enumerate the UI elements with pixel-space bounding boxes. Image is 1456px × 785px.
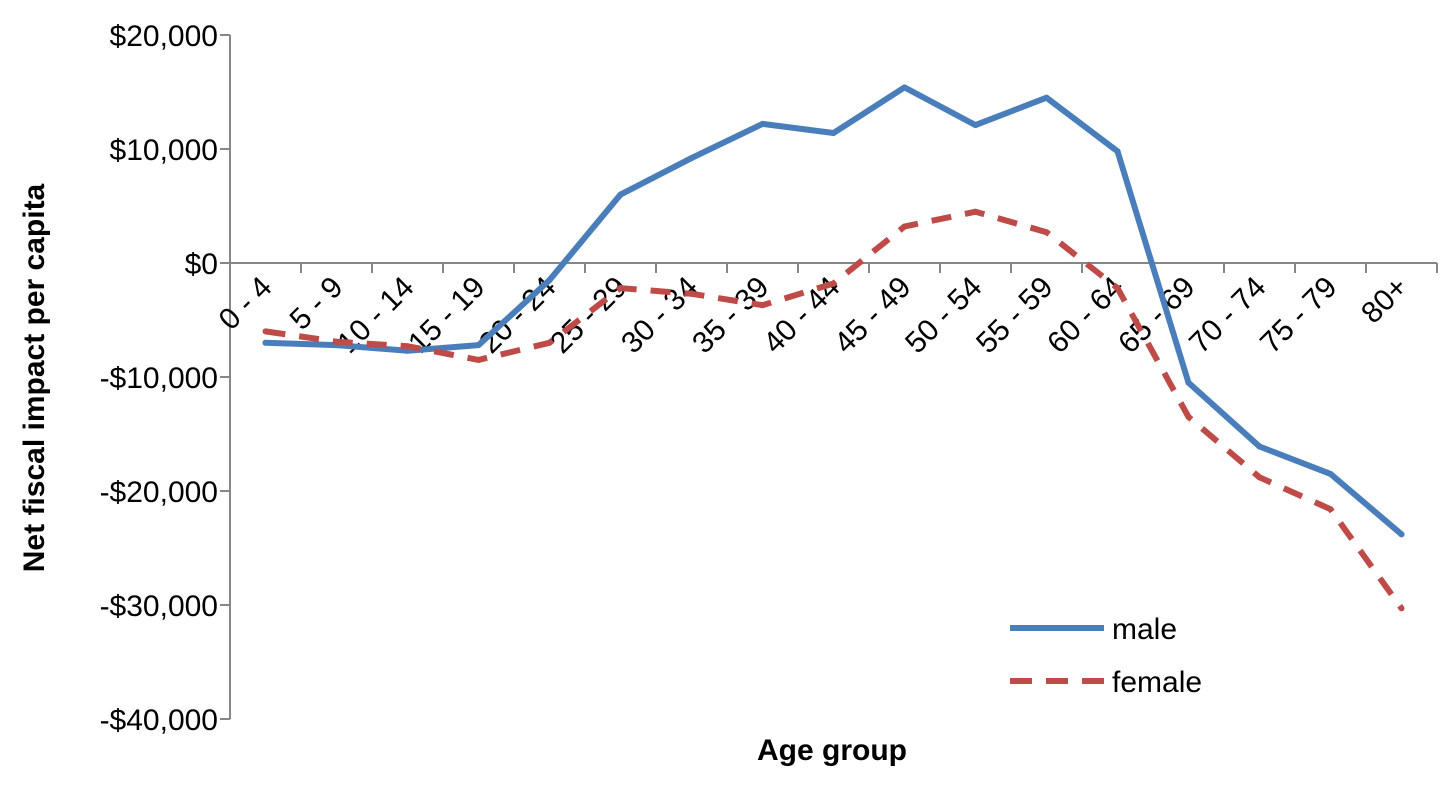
x-tick-label: 50 - 54 bbox=[899, 271, 988, 360]
data-point-male bbox=[1398, 531, 1405, 538]
legend-label-male: male bbox=[1112, 613, 1177, 646]
data-point-female bbox=[901, 223, 908, 230]
y-tick-label: $0 bbox=[185, 248, 218, 281]
data-point-male bbox=[262, 339, 269, 346]
y-tick-label: -$10,000 bbox=[100, 362, 218, 395]
data-point-male bbox=[759, 120, 766, 127]
x-tick-label: 75 - 79 bbox=[1254, 271, 1343, 360]
data-point-male bbox=[688, 155, 695, 162]
y-tick-label: -$20,000 bbox=[100, 476, 218, 509]
y-tick-label: $10,000 bbox=[110, 134, 218, 167]
data-point-male bbox=[1114, 148, 1121, 155]
data-point-female bbox=[1043, 229, 1050, 236]
data-point-female bbox=[1327, 506, 1334, 513]
x-tick-label: 25 - 29 bbox=[544, 271, 633, 360]
data-point-male bbox=[972, 122, 979, 129]
legend: male female bbox=[1010, 613, 1202, 699]
data-point-female bbox=[333, 338, 340, 345]
data-point-female bbox=[262, 328, 269, 335]
y-axis-title: Net fiscal impact per capita bbox=[18, 183, 51, 572]
y-axis: $20,000 $10,000 $0 -$10,000 -$20,000 -$30,000… bbox=[100, 20, 231, 737]
data-point-male bbox=[1327, 470, 1334, 477]
data-point-female bbox=[972, 208, 979, 215]
data-point-female bbox=[759, 302, 766, 309]
data-point-female bbox=[688, 290, 695, 297]
x-tick-label: 0 - 4 bbox=[213, 271, 279, 337]
data-point-male bbox=[901, 84, 908, 91]
x-tick-label: 70 - 74 bbox=[1183, 271, 1272, 360]
legend-label-female: female bbox=[1112, 666, 1202, 699]
y-tick-label: $20,000 bbox=[110, 20, 218, 53]
data-point-male bbox=[1256, 443, 1263, 450]
data-point-female bbox=[1256, 474, 1263, 481]
data-point-female bbox=[1185, 413, 1192, 420]
data-point-female bbox=[475, 356, 482, 363]
data-point-female bbox=[830, 280, 837, 287]
data-point-male bbox=[1185, 379, 1192, 386]
x-tick-label: 35 - 39 bbox=[686, 271, 775, 360]
x-tick-label: 30 - 34 bbox=[615, 271, 704, 360]
series-line-female bbox=[265, 208, 1404, 611]
x-tick-label: 5 - 9 bbox=[284, 271, 350, 337]
data-point-female bbox=[404, 343, 411, 350]
x-axis-title: Age group bbox=[757, 734, 907, 767]
series-lines bbox=[262, 84, 1405, 612]
data-point-female bbox=[546, 339, 553, 346]
y-tick-label: -$40,000 bbox=[100, 704, 218, 737]
data-point-female bbox=[1398, 605, 1405, 612]
y-tick-label: -$30,000 bbox=[100, 590, 218, 623]
x-tick-label: 55 - 59 bbox=[970, 271, 1059, 360]
data-point-male bbox=[617, 191, 624, 198]
data-point-male bbox=[475, 342, 482, 349]
data-point-male bbox=[1043, 94, 1050, 101]
data-point-male bbox=[546, 277, 553, 284]
x-tick-label: 80+ bbox=[1355, 271, 1414, 330]
x-tick-label: 45 - 49 bbox=[828, 271, 917, 360]
data-point-female bbox=[1114, 285, 1121, 292]
data-point-female bbox=[617, 285, 624, 292]
data-point-male bbox=[830, 130, 837, 137]
